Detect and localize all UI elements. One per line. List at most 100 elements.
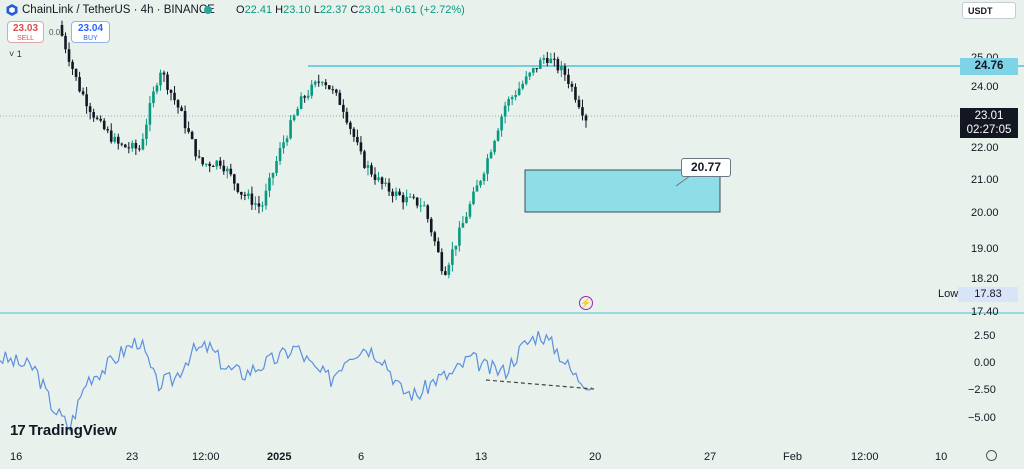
candle-body <box>560 66 563 71</box>
tradingview-logo[interactable]: 17 TradingView <box>10 422 117 439</box>
candle-body <box>567 74 570 84</box>
candle-body <box>535 68 539 70</box>
candle-body <box>201 157 204 165</box>
candle-body <box>524 76 528 84</box>
candle-body <box>391 191 394 197</box>
candle-body <box>211 166 215 168</box>
price-tick-18-20: 18.20 <box>971 273 999 285</box>
lightning-event-icon[interactable]: ⚡ <box>579 296 593 310</box>
candle-body <box>250 193 254 205</box>
candle-body <box>169 89 173 93</box>
chart-header: ChainLink / TetherUS · 4h · BINANCE O22.… <box>0 0 1024 22</box>
time-label-20: 20 <box>589 451 602 463</box>
currency-selector[interactable]: USDT <box>962 2 1016 19</box>
candle-body <box>81 91 85 95</box>
candle-body <box>454 245 458 250</box>
candle-body <box>349 122 352 129</box>
candle-body <box>229 168 233 175</box>
price-tick-24: 24.00 <box>971 81 999 93</box>
candle-body <box>222 165 226 172</box>
candle-body <box>303 96 306 98</box>
candle-body <box>377 177 380 180</box>
candle-body <box>275 161 278 174</box>
time-label-27: 27 <box>704 451 717 463</box>
price-change: +0.61 (+2.72%) <box>388 4 465 16</box>
candle-body <box>148 103 152 125</box>
candle-body <box>500 116 503 131</box>
candle-body <box>313 81 317 85</box>
candle-body <box>528 72 532 77</box>
osc-tick-0: 0.00 <box>974 357 996 369</box>
candle-body <box>503 105 507 117</box>
candle-body <box>88 106 92 112</box>
indicators-toggle[interactable]: ˅ 1 <box>9 49 22 59</box>
zone-callout-label[interactable]: 20.77 <box>681 158 731 177</box>
time-label-23: 23 <box>126 451 139 463</box>
candle-body <box>363 151 366 168</box>
time-label-13: 13 <box>475 451 488 463</box>
candle-body <box>60 25 64 36</box>
price-tick-21: 21.00 <box>971 174 999 186</box>
candle-body <box>176 100 180 108</box>
candle-body <box>496 130 500 141</box>
candle-body <box>194 139 197 157</box>
candle-body <box>225 168 229 172</box>
time-label-6: 6 <box>358 451 365 463</box>
callout-pointer <box>675 175 691 187</box>
sell-price: 23.03 <box>12 23 39 34</box>
candle-body <box>401 195 405 203</box>
candle-body <box>327 85 331 90</box>
candle-body <box>299 96 303 110</box>
candle-body <box>493 140 496 153</box>
candle-body <box>472 191 475 205</box>
candle-body <box>531 68 535 73</box>
candle-body <box>479 180 482 186</box>
candle-body <box>166 74 169 90</box>
candle-body <box>408 196 412 198</box>
candle-body <box>440 252 444 272</box>
candle-body <box>556 59 560 71</box>
candle-body <box>78 77 81 92</box>
candle-body <box>584 115 588 121</box>
candle-body <box>131 142 134 149</box>
candle-body <box>233 174 236 184</box>
candle-body <box>152 91 155 104</box>
candle-body <box>538 59 542 69</box>
chainlink-logo-icon <box>6 4 18 16</box>
candle-body <box>433 232 437 242</box>
buy-button[interactable]: 23.04 BUY <box>71 21 110 43</box>
candle-body <box>412 196 415 198</box>
candle-body <box>173 92 176 101</box>
candle-body <box>468 204 472 217</box>
candle-body <box>106 129 110 131</box>
candle-body <box>285 138 289 143</box>
candle-body <box>546 58 549 63</box>
candle-body <box>574 86 577 100</box>
candle-body <box>278 148 282 162</box>
candle-body <box>426 205 430 219</box>
candle-body <box>577 99 581 108</box>
candle-body <box>204 163 208 165</box>
candle-body <box>109 130 113 142</box>
buy-price: 23.04 <box>77 23 104 34</box>
candle-body <box>247 193 250 196</box>
candle-body <box>342 104 345 112</box>
candle-body <box>310 84 313 96</box>
spread-value: 0.01 <box>49 28 65 37</box>
last-price-tag: 23.01 02:27:05 <box>960 108 1018 138</box>
sell-button[interactable]: 23.03 SELL <box>7 21 44 43</box>
candle-body <box>352 128 356 137</box>
settings-icon[interactable] <box>986 450 997 461</box>
candle-body <box>394 191 398 197</box>
low-label: Low <box>938 288 959 300</box>
osc-tick-neg-5: −5.00 <box>968 412 996 424</box>
candle-body <box>95 117 99 119</box>
candle-body <box>289 120 292 139</box>
symbol-title[interactable]: ChainLink / TetherUS · 4h · BINANCE <box>22 4 215 16</box>
candle-body <box>345 111 349 123</box>
candle-body <box>419 205 423 207</box>
candlestick-series <box>60 20 588 279</box>
candle-body <box>92 111 95 118</box>
candle-body <box>461 223 465 228</box>
